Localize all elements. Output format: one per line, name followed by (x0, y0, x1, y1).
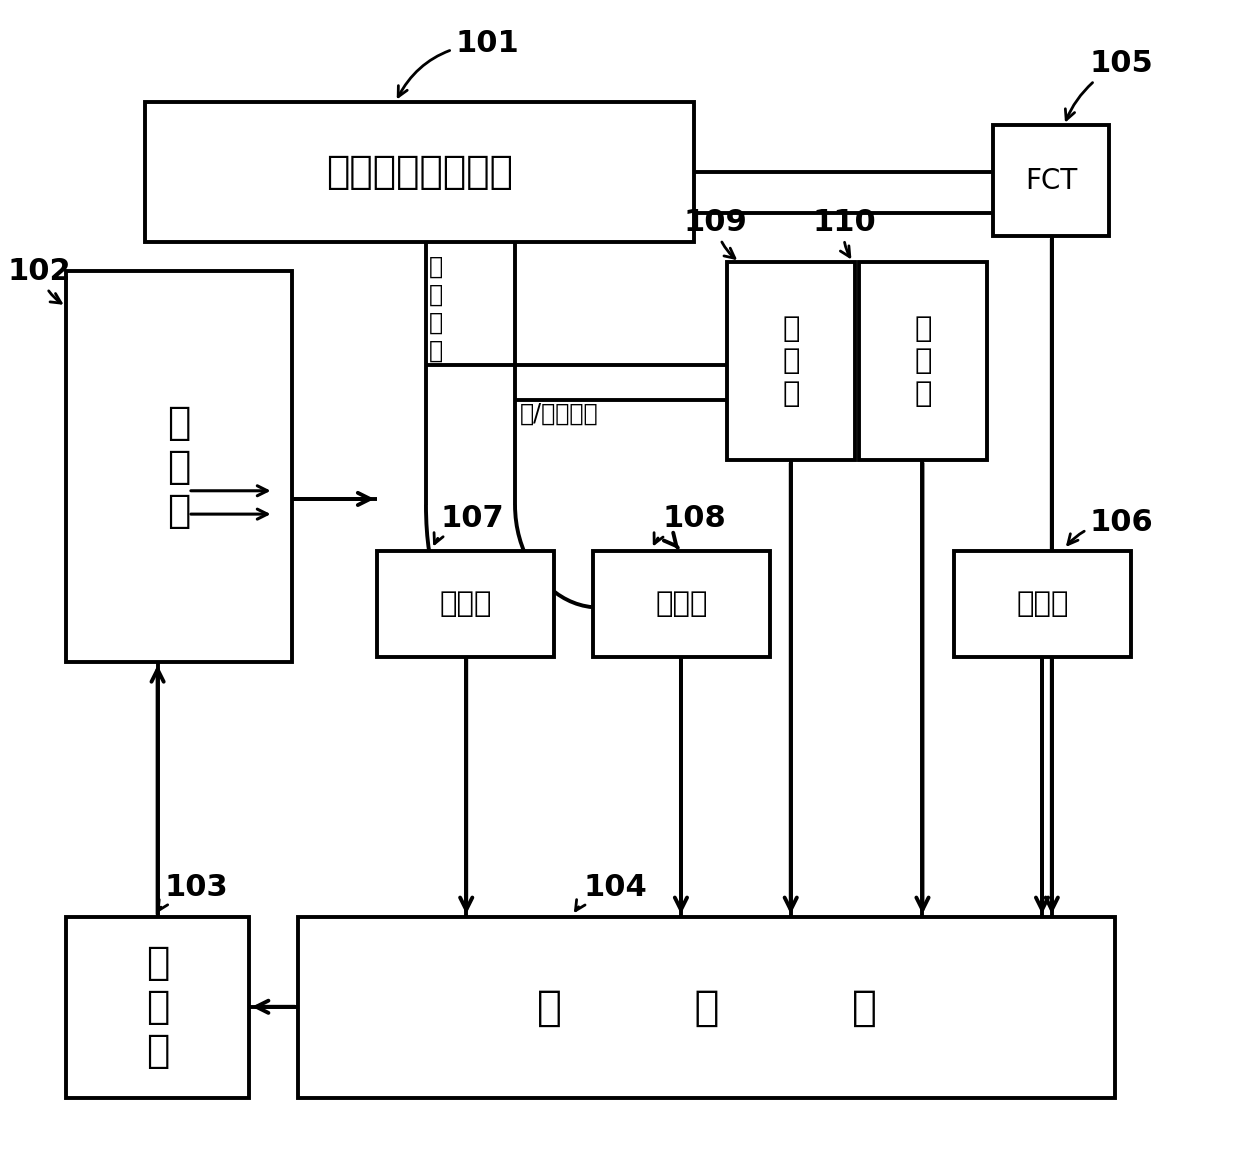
Text: 真
空
计: 真 空 计 (914, 314, 931, 407)
Text: 离
子
泵: 离 子 泵 (782, 314, 800, 407)
Text: 109: 109 (683, 208, 746, 258)
FancyBboxPatch shape (298, 917, 1115, 1098)
FancyBboxPatch shape (728, 262, 856, 461)
Text: 104: 104 (575, 873, 647, 910)
Text: 光阴极微波电子枪: 光阴极微波电子枪 (326, 152, 513, 191)
Text: 103: 103 (159, 873, 228, 910)
Text: 102: 102 (7, 257, 71, 303)
FancyBboxPatch shape (377, 551, 554, 657)
Text: 示波器: 示波器 (439, 590, 492, 618)
Text: 107: 107 (434, 504, 505, 544)
Text: 106: 106 (1068, 508, 1153, 544)
FancyBboxPatch shape (145, 102, 694, 242)
Text: 输
入
功
率: 输 入 功 率 (429, 255, 443, 362)
Text: 110: 110 (812, 208, 877, 257)
FancyBboxPatch shape (66, 271, 291, 663)
FancyBboxPatch shape (593, 551, 770, 657)
Text: 控          制          台: 控 制 台 (537, 986, 877, 1029)
Text: 108: 108 (653, 504, 727, 544)
Text: 示波器: 示波器 (1017, 590, 1069, 618)
Text: 调
制
器: 调 制 器 (146, 944, 170, 1071)
Text: 入/反射功率: 入/反射功率 (520, 401, 599, 426)
FancyBboxPatch shape (859, 262, 987, 461)
Text: 105: 105 (1065, 49, 1153, 120)
FancyBboxPatch shape (955, 551, 1131, 657)
Text: 101: 101 (398, 29, 518, 97)
Text: 速
调
管: 速 调 管 (167, 404, 191, 530)
Text: FCT: FCT (1025, 167, 1078, 195)
Text: 示波器: 示波器 (655, 590, 708, 618)
FancyBboxPatch shape (66, 917, 249, 1098)
FancyBboxPatch shape (993, 126, 1109, 236)
